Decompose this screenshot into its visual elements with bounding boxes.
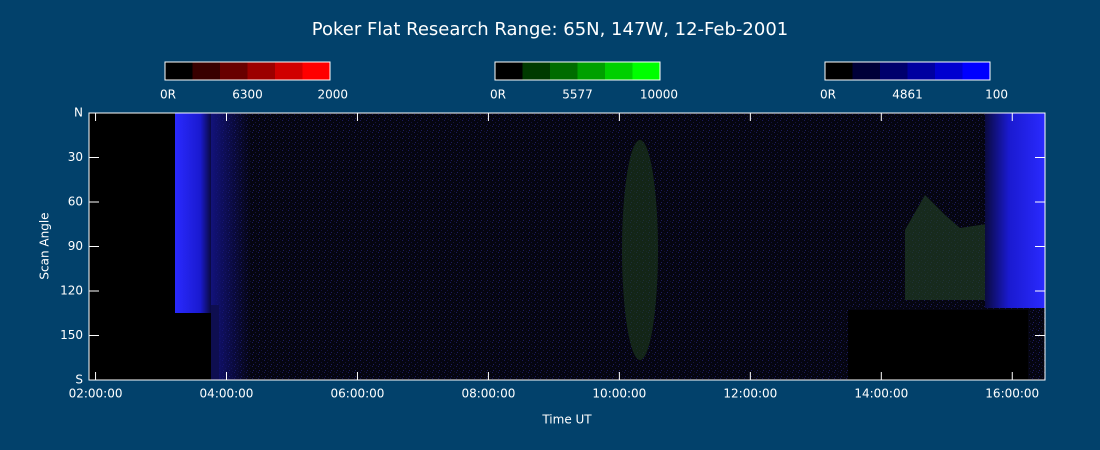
colorbar-swatch [550, 62, 578, 80]
x-tick-label: 16:00:00 [985, 387, 1039, 401]
colorbar-swatch [247, 62, 276, 80]
colorbar-swatch [275, 62, 303, 80]
y-tick-label: 60 [68, 195, 83, 209]
x-tick-label: 12:00:00 [723, 387, 777, 401]
colorbar-swatch [852, 62, 881, 80]
y-tick-label: 150 [60, 328, 83, 342]
colorbar-swatch [495, 62, 523, 80]
y-axis-label: Scan Angle [38, 212, 52, 279]
colorbar-min-label: 0R [160, 88, 176, 102]
colorbar-swatch [907, 62, 936, 80]
colorbar-max-label: 2000 [317, 88, 348, 102]
colorbar-swatch [192, 62, 221, 80]
chart-title: Poker Flat Research Range: 65N, 147W, 12… [312, 19, 788, 40]
x-tick-label: 08:00:00 [461, 387, 515, 401]
x-tick-label: 06:00:00 [331, 387, 385, 401]
y-tick-label: S [75, 373, 83, 387]
x-tick-label: 10:00:00 [592, 387, 646, 401]
colorbar-swatch [220, 62, 248, 80]
x-tick-label: 04:00:00 [200, 387, 254, 401]
colorbar-swatch [632, 62, 661, 80]
colorbar-wavelength: 4861 [892, 88, 923, 102]
y-tick-label: N [74, 106, 83, 120]
colorbar-swatch [825, 62, 853, 80]
colorbar-frame [494, 61, 661, 81]
colorbar-swatch [935, 62, 963, 80]
colorbar-swatch [962, 62, 991, 80]
colorbar-swatch [880, 62, 908, 80]
colorbar-swatch [605, 62, 633, 80]
x-tick-label: 14:00:00 [854, 387, 908, 401]
x-axis-label: Time UT [541, 413, 592, 427]
colorbar-max-label: 100 [985, 88, 1008, 102]
y-tick-label: 120 [60, 284, 83, 298]
colorbar-swatch [577, 62, 606, 80]
colorbar-wavelength: 6300 [232, 88, 263, 102]
colorbar-min-label: 0R [820, 88, 836, 102]
colorbar-max-label: 10000 [640, 88, 678, 102]
colorbar-swatch [302, 62, 331, 80]
colorbar-wavelength: 5577 [562, 88, 593, 102]
x-tick-label: 02:00:00 [69, 387, 123, 401]
colorbar-swatch [522, 62, 551, 80]
colorbar-min-label: 0R [490, 88, 506, 102]
colorbar-frame [164, 61, 331, 81]
y-tick-label: 90 [68, 239, 83, 253]
keogram-image [89, 113, 1045, 380]
colorbar-frame [824, 61, 991, 81]
colorbar-swatch [165, 62, 193, 80]
y-tick-label: 30 [68, 150, 83, 164]
